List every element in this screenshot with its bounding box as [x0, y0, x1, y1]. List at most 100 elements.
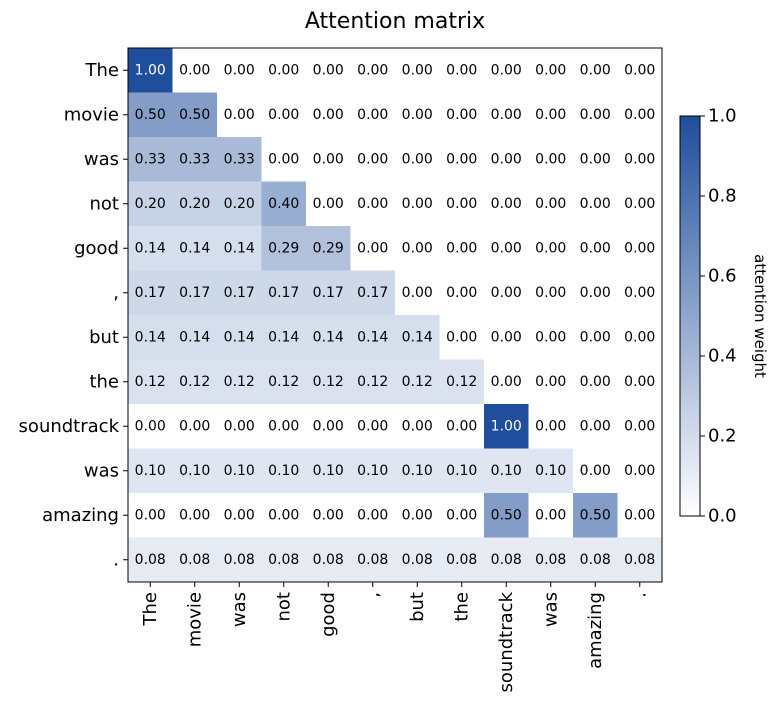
- cell-value-label: 0.00: [224, 107, 255, 123]
- cell-value-label: 0.00: [446, 62, 477, 78]
- x-tick-label: was: [229, 592, 250, 627]
- cell-value-label: 0.12: [402, 374, 433, 390]
- heatmap-cell: [261, 493, 307, 538]
- cell-value-label: 0.10: [268, 463, 299, 479]
- cell-value-label: 0.00: [535, 240, 566, 256]
- heatmap-cell: [306, 493, 351, 538]
- heatmap-cell: [484, 359, 529, 405]
- heatmap-cell: [217, 493, 262, 538]
- cell-value-label: 0.20: [135, 196, 166, 212]
- cell-value-label: 0.08: [357, 552, 388, 568]
- heatmap-cell: [573, 359, 618, 405]
- heatmap-cell: [395, 448, 440, 494]
- heatmap-cell: [439, 137, 485, 182]
- y-tick-label: was: [84, 149, 119, 170]
- cell-value-label: 0.00: [224, 62, 255, 78]
- y-tick-label: .: [113, 549, 119, 570]
- heatmap-cell: [172, 92, 218, 138]
- cell-value-label: 0.00: [491, 329, 522, 345]
- heatmap-cell: [573, 181, 618, 227]
- cell-value-label: 0.00: [580, 107, 611, 123]
- cell-value-label: 0.14: [268, 329, 299, 345]
- x-tick-label: The: [140, 592, 161, 626]
- x-tick-label: amazing: [585, 592, 606, 669]
- x-tick-label: the: [451, 592, 472, 622]
- cell-value-label: 0.12: [313, 374, 344, 390]
- cell-value-label: 0.00: [491, 107, 522, 123]
- cell-value-label: 0.00: [135, 507, 166, 523]
- y-axis-ticks: The movie was not good, but the soundtrack was am…: [19, 60, 128, 570]
- cell-value-label: 0.00: [535, 151, 566, 167]
- cell-value-label: 0.00: [224, 507, 255, 523]
- heatmap-cell: [217, 359, 262, 405]
- heatmap-cell: [617, 48, 663, 93]
- cell-value-label: 0.10: [535, 463, 566, 479]
- cell-value-label: 0.10: [224, 463, 255, 479]
- colorbar-tick-label: 0.6: [708, 266, 737, 287]
- heatmap-cell: [261, 137, 307, 182]
- cell-value-label: 0.00: [535, 507, 566, 523]
- heatmap-cell: [128, 137, 173, 182]
- cell-value-label: 0.00: [624, 285, 655, 301]
- cell-value-label: 0.00: [402, 62, 433, 78]
- heatmap-cell: [217, 48, 262, 93]
- heatmap-cell: [395, 92, 440, 138]
- cell-value-label: 0.00: [491, 62, 522, 78]
- cell-value-label: 0.14: [135, 329, 166, 345]
- cell-value-label: 0.00: [491, 196, 522, 212]
- cell-value-label: 0.00: [535, 62, 566, 78]
- heatmap-cell: [617, 137, 663, 182]
- cell-value-label: 0.08: [313, 552, 344, 568]
- cell-value-label: 0.00: [580, 374, 611, 390]
- colorbar-tick-label: 0.0: [708, 506, 737, 527]
- heatmap-cell: [217, 404, 262, 449]
- heatmap-cell: [217, 92, 262, 138]
- heatmap-cell: [306, 404, 351, 449]
- heatmap-cell: [395, 137, 440, 182]
- y-tick-label: the: [89, 371, 119, 392]
- x-tick-label: but: [407, 592, 428, 622]
- heatmap-cell: [217, 137, 262, 182]
- cell-value-label: 0.10: [179, 463, 210, 479]
- cell-value-label: 0.14: [313, 329, 344, 345]
- cell-value-label: 0.00: [268, 418, 299, 434]
- heatmap-cell: [306, 315, 351, 360]
- cell-value-label: 0.10: [491, 463, 522, 479]
- heatmap-cell: [172, 359, 218, 405]
- cell-value-label: 0.00: [402, 418, 433, 434]
- heatmap-cell: [617, 92, 663, 138]
- cell-value-label: 0.29: [268, 240, 299, 256]
- heatmap-cell: [172, 48, 218, 93]
- cell-value-label: 0.00: [491, 285, 522, 301]
- heatmap-cell: [128, 226, 173, 271]
- cell-value-label: 0.00: [446, 107, 477, 123]
- y-tick-label: not: [90, 193, 119, 214]
- cell-value-label: 1.00: [491, 418, 522, 434]
- cell-value-label: 0.00: [535, 418, 566, 434]
- cell-value-label: 0.10: [357, 463, 388, 479]
- cell-value-label: 0.20: [224, 196, 255, 212]
- heatmap-cell: [172, 270, 218, 316]
- cell-value-label: 0.14: [135, 240, 166, 256]
- cell-value-label: 0.17: [313, 285, 344, 301]
- cell-value-label: 0.08: [179, 552, 210, 568]
- cell-value-label: 0.10: [135, 463, 166, 479]
- cell-value-label: 0.00: [580, 196, 611, 212]
- heatmap-cell: [439, 226, 485, 271]
- y-tick-label: movie: [64, 104, 119, 125]
- heatmap-cell: [573, 493, 618, 538]
- heatmap-cell: [306, 270, 351, 316]
- heatmap-cell: [128, 48, 173, 93]
- cell-value-label: 1.00: [135, 62, 166, 78]
- y-tick-label: good: [74, 238, 119, 259]
- x-axis-ticks: The movie was not good, but the soundtrack was am…: [140, 582, 650, 692]
- cell-value-label: 0.50: [580, 507, 611, 523]
- heatmap-cell: [528, 181, 574, 227]
- cell-value-label: 0.14: [179, 240, 210, 256]
- heatmap-cell: [528, 404, 574, 449]
- heatmap-cell: [395, 181, 440, 227]
- cell-value-label: 0.00: [624, 62, 655, 78]
- cell-value-label: 0.12: [268, 374, 299, 390]
- colorbar-ticks: 0.0 0.2 0.4 0.6 0.8 1.0: [700, 106, 737, 527]
